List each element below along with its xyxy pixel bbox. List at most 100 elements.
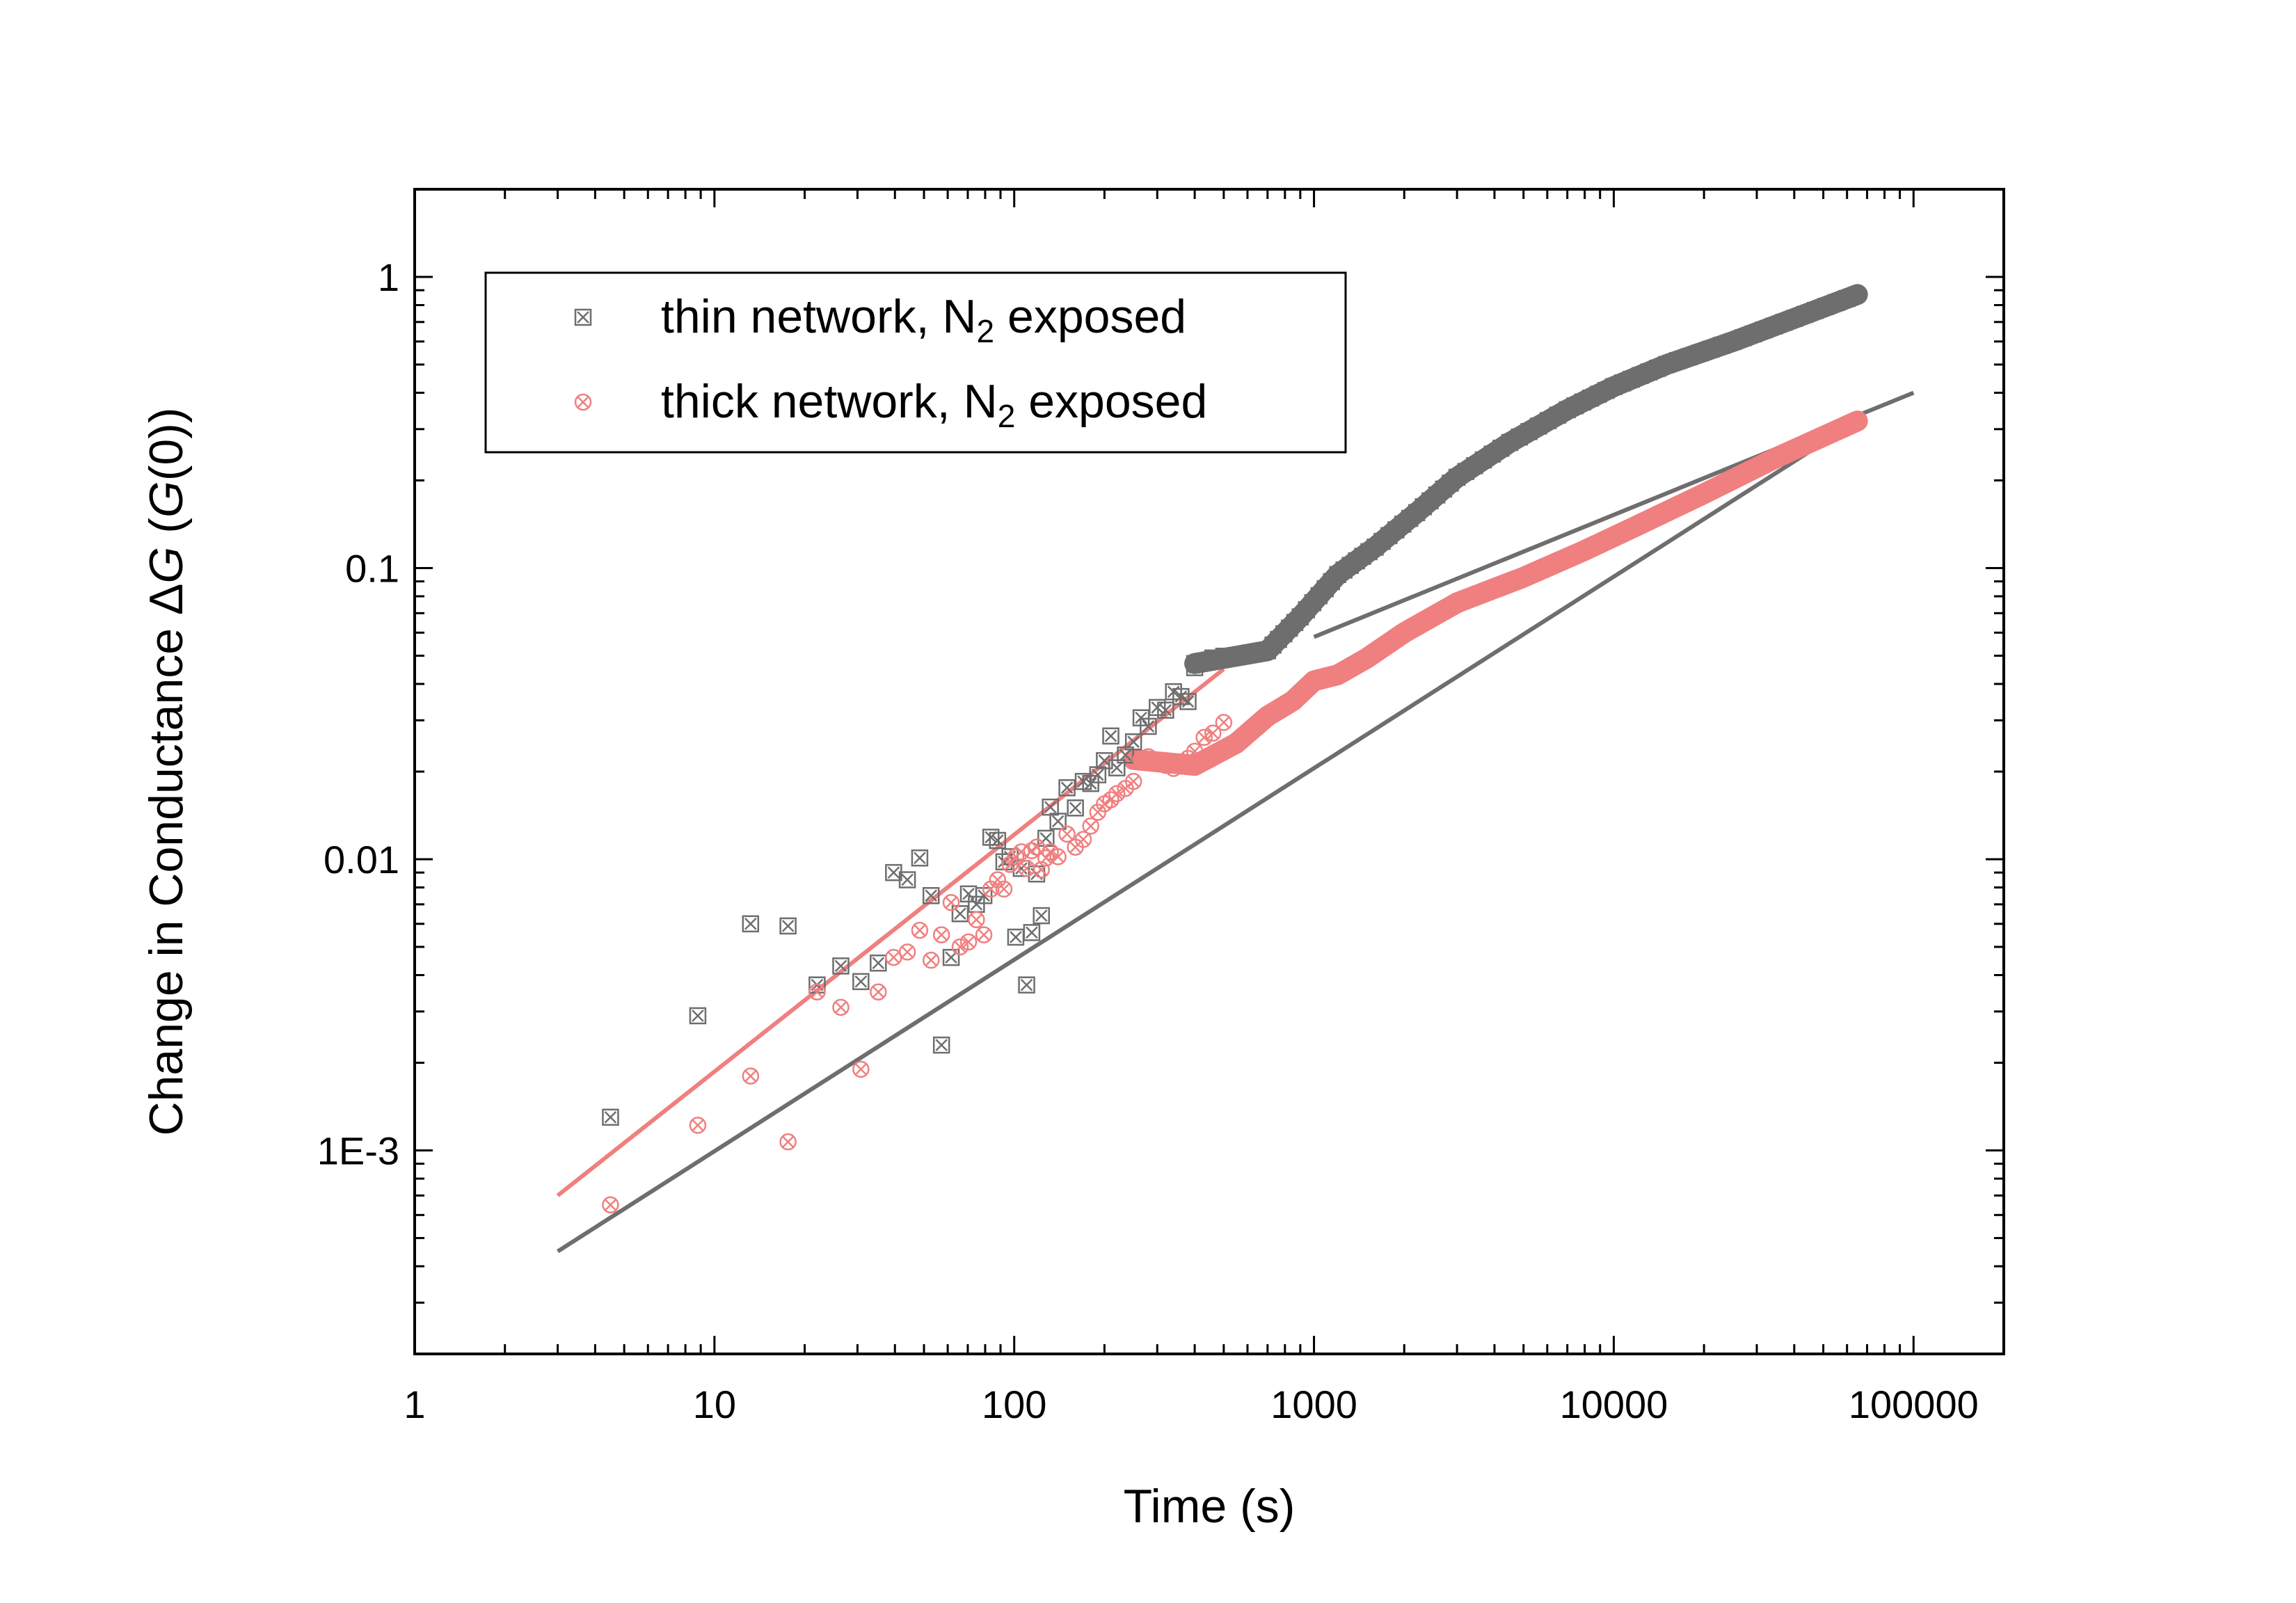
dense-marker-1 (1565, 546, 1584, 564)
x-tick-label: 100 (982, 1382, 1046, 1426)
y-title-prefix: Change in Conductance (140, 615, 193, 1136)
dense-marker-1 (1585, 537, 1602, 555)
data-point-0 (1124, 733, 1142, 751)
x-tick-label: 1 (404, 1382, 425, 1426)
dense-marker-1 (1421, 609, 1440, 627)
dense-marker-1 (1515, 568, 1532, 586)
data-point-0 (832, 957, 850, 975)
data-point-0 (779, 917, 797, 935)
legend-label-thin-sub: 2 (977, 313, 995, 349)
data-point-1 (742, 1067, 760, 1085)
data-point-0 (1186, 659, 1204, 676)
dense-marker-0 (1492, 440, 1510, 457)
dense-marker-0 (1457, 463, 1475, 480)
data-point-1 (942, 893, 960, 911)
data-point-0 (1089, 766, 1107, 783)
data-point-0 (1042, 798, 1059, 816)
legend-label-thin: thin network, N2 exposed (661, 290, 1186, 349)
dense-marker-0 (1474, 451, 1492, 469)
x-tick-label: 100000 (1849, 1382, 1979, 1426)
legend-marker-thick (574, 393, 592, 411)
y-tick-label: 1 (378, 255, 399, 299)
data-point-0 (922, 887, 940, 904)
data-point-1 (852, 1060, 870, 1078)
data-point-1 (898, 943, 916, 961)
dense-marker-1 (1413, 614, 1430, 632)
data-point-1 (1082, 818, 1099, 835)
dense-marker-0 (1539, 412, 1557, 429)
data-point-1 (975, 926, 993, 943)
legend: thin network, N2 exposed thick network, … (484, 271, 1347, 454)
y-title-var: G (140, 547, 193, 584)
data-point-1 (1186, 742, 1204, 760)
fit-line-0 (556, 419, 1859, 1254)
dense-marker-0 (1549, 406, 1567, 424)
data-point-1 (779, 1133, 797, 1151)
data-point-1 (1140, 748, 1157, 765)
dense-marker-1 (1525, 564, 1542, 582)
dense-marker-0 (1483, 445, 1501, 463)
y-axis-title: Change in Conductance ΔG (G(0)) (140, 407, 193, 1135)
data-point-0 (1007, 928, 1025, 946)
dense-marker-1 (1620, 521, 1638, 539)
data-point-1 (602, 1196, 619, 1214)
dense-marker-1 (1545, 555, 1563, 573)
dense-marker-0 (1448, 468, 1466, 486)
data-point-0 (898, 871, 916, 888)
data-point-0 (602, 1108, 619, 1126)
data-point-0 (852, 973, 870, 991)
data-point-0 (870, 954, 887, 972)
dense-marker-1 (1602, 529, 1620, 547)
fit-lines (556, 390, 1915, 1254)
data-point-0 (1067, 799, 1084, 817)
dense-marker-1 (1535, 559, 1553, 577)
data-point-1 (1058, 825, 1076, 843)
data-point-1 (995, 880, 1013, 898)
data-point-0 (1102, 727, 1119, 745)
dense-marker-0 (1605, 378, 1623, 395)
data-point-1 (870, 983, 887, 1001)
data-point-1 (1204, 724, 1222, 742)
x-tick-label: 10 (693, 1382, 736, 1426)
markers (602, 647, 1233, 1214)
dense-marker-0 (1466, 457, 1483, 474)
dense-marker-1 (1576, 541, 1593, 559)
dense-marker-0 (1510, 428, 1529, 446)
data-point-1 (989, 871, 1007, 888)
data-point-0 (1215, 647, 1233, 665)
legend-label-thick-main: thick network, N (661, 375, 998, 428)
y-title-delta: Δ (140, 584, 193, 615)
dense-marker-1 (1396, 624, 1413, 641)
data-point-1 (832, 998, 850, 1016)
data-point-1 (951, 938, 969, 956)
data-point-1 (689, 1117, 707, 1134)
data-point-0 (1049, 813, 1067, 830)
dense-marker-0 (1530, 417, 1547, 435)
data-point-0 (1179, 693, 1197, 710)
y-tick-label: 1E-3 (317, 1129, 399, 1172)
data-point-1 (932, 926, 950, 943)
data-point-0 (742, 915, 760, 933)
data-point-1 (1074, 831, 1092, 848)
data-point-1 (1023, 842, 1041, 859)
data-point-1 (1215, 714, 1233, 731)
data-point-0 (1023, 924, 1041, 941)
dense-marker-1 (1430, 604, 1449, 621)
dense-series (1123, 284, 1868, 776)
data-point-0 (989, 831, 1007, 850)
legend-label-thick: thick network, N2 exposed (661, 375, 1207, 434)
legend-label-thick-after: exposed (1015, 375, 1207, 428)
dense-marker-1 (1835, 418, 1853, 436)
axis-ticks: 1 10 100 1000 10000 100000 1E-3 0.01 0.1 1 (317, 188, 2005, 1426)
data-point-1 (1124, 772, 1142, 790)
dense-marker-0 (1520, 422, 1538, 440)
x-tick-label: 10000 (1560, 1382, 1668, 1426)
legend-label-thin-main: thin network, N (661, 290, 977, 343)
data-point-0 (911, 849, 929, 867)
data-point-1 (959, 933, 978, 951)
dense-marker-1 (1556, 550, 1573, 568)
data-point-1 (922, 951, 940, 969)
data-point-1 (911, 921, 929, 939)
y-title-paren-open: ( (140, 518, 193, 547)
